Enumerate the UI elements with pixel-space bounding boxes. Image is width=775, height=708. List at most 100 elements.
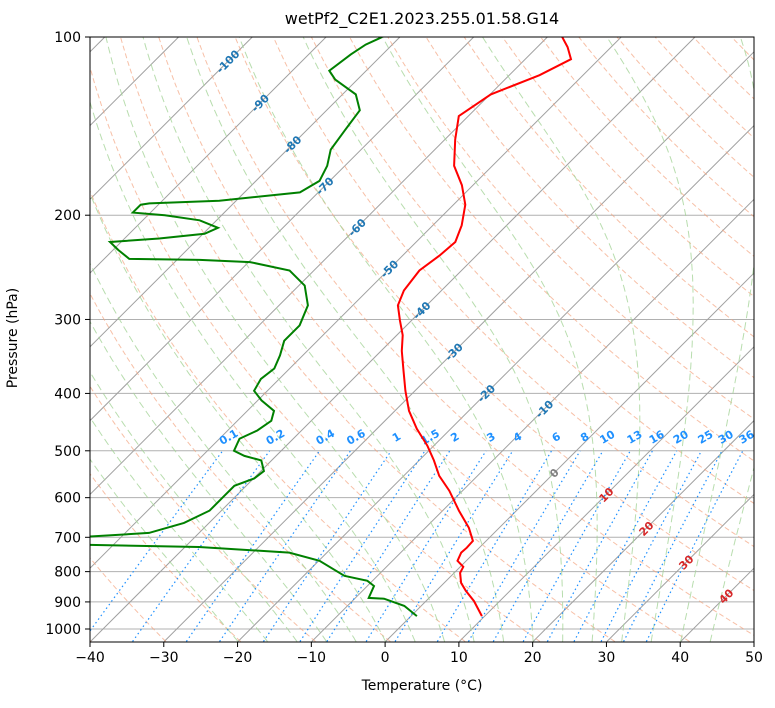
dry-adiabat-line (501, 37, 754, 298)
moist-adiabat-line (90, 262, 357, 642)
dry-adiabat-line (349, 37, 754, 462)
isotherm-line (90, 37, 253, 201)
isotherm-line (311, 198, 754, 642)
dry-adiabat-line (731, 37, 754, 61)
mixing-ratio-label: 20 (671, 428, 691, 447)
isotherm-line (90, 37, 548, 496)
isotherm-line (90, 37, 327, 274)
mixing-ratio-line (394, 450, 514, 642)
isotherm-line (385, 272, 754, 642)
dry-adiabat-line (540, 37, 754, 258)
axes-frame (89, 36, 755, 643)
dry-adiabat-line (616, 37, 754, 178)
dry-adiabat-line (90, 292, 391, 642)
chart-title: wetPf2_C2E1.2023.255.01.58.G14 (284, 9, 560, 28)
mixing-ratio-line (263, 450, 392, 642)
dry-adiabat-line (425, 37, 754, 379)
mixing-ratio-label: 8 (578, 430, 591, 445)
isotherm-label: -20 (475, 382, 498, 405)
x-tick-label: 50 (745, 650, 763, 666)
mixing-ratio-line (573, 450, 678, 642)
moist-adiabat-line (238, 37, 534, 642)
y-tick-label: 100 (54, 30, 81, 46)
mixing-ratio-label: 0.4 (314, 427, 338, 448)
isotherm-label: 0 (547, 466, 562, 481)
dry-adiabat-line (90, 189, 466, 642)
dry-adiabat-line (654, 37, 754, 139)
isotherm-label: -30 (443, 340, 466, 363)
isotherm-line (755, 37, 775, 642)
mixing-ratio-label: 2 (448, 430, 461, 445)
mixing-ratio-label: 30 (716, 428, 736, 447)
moist-adiabat-line (186, 37, 505, 642)
isotherm-label: 40 (716, 586, 736, 606)
mixing-ratio-line (600, 450, 703, 642)
mixing-ratio-line (522, 450, 631, 642)
mixing-ratio-label: 36 (737, 428, 757, 447)
moist-adiabat-line (142, 37, 475, 642)
dry-adiabat-line (90, 472, 242, 642)
isotherm-label: -10 (533, 397, 556, 420)
mixing-ratio-line (185, 450, 321, 642)
plot-layer: 0.1 0.2 0.4 0.6 1 1.5 2 3 4 6 8 10 13 16 20 25 30 36-100-… (90, 37, 775, 642)
mixing-ratio-label: 1 (390, 430, 403, 445)
moist-adiabat-line (606, 37, 694, 642)
moist-adiabat-line (482, 37, 641, 642)
mixing-ratio-label: 16 (647, 428, 667, 447)
isotherm-label: -50 (378, 257, 401, 280)
dry-adiabat-line (158, 37, 690, 642)
y-tick-label: 400 (54, 386, 81, 402)
isotherm-line (680, 567, 754, 642)
mixing-ratio-line (132, 450, 271, 642)
mixing-ratio-label: 13 (625, 428, 645, 447)
mixing-ratio-label: 6 (550, 430, 563, 445)
dry-adiabat-line (196, 37, 754, 636)
x-tick-label: −40 (75, 650, 105, 666)
dry-adiabat-line (272, 37, 754, 548)
y-tick-label: 300 (54, 312, 81, 328)
x-tick-label: 20 (524, 650, 542, 666)
mixing-ratio-label: 0.1 (217, 427, 240, 448)
y-tick-label: 500 (54, 444, 81, 460)
mixing-ratio-line (623, 450, 723, 642)
temperature-profile (396, 37, 573, 617)
dry-adiabat-line (770, 37, 775, 642)
mixing-ratio-line (90, 450, 224, 632)
moist-adiabat-line (709, 465, 754, 642)
isotherm-label: -80 (281, 133, 304, 156)
moist-adiabat-line (105, 37, 446, 642)
mixing-ratio-line (645, 450, 744, 642)
isotherm-line (90, 37, 475, 422)
isotherm-line (532, 419, 754, 642)
dry-adiabat-line (90, 385, 316, 642)
y-axis-label: Pressure (hPa) (5, 287, 21, 389)
moist-adiabat-line (90, 192, 387, 642)
dry-adiabat-line (90, 65, 541, 642)
x-tick-label: 0 (381, 650, 390, 666)
isotherm-line (237, 124, 754, 642)
isotherm-label: -40 (410, 299, 433, 322)
x-tick-label: 10 (450, 650, 468, 666)
x-tick-label: −30 (149, 650, 179, 666)
y-tick-label: 800 (54, 565, 81, 581)
dry-adiabat-line (463, 37, 754, 338)
dry-adiabat-line (234, 37, 754, 592)
mixing-ratio-line (467, 450, 581, 642)
isotherm-label: 30 (676, 552, 696, 572)
moist-adiabat-line (90, 371, 298, 642)
isotherm-line (90, 37, 622, 569)
mixing-ratio-label: 4 (511, 430, 524, 445)
y-tick-label: 600 (54, 491, 81, 507)
dry-adiabat-line (90, 557, 167, 642)
isotherm-line (90, 37, 179, 127)
moist-adiabat-line (90, 100, 416, 642)
isotherm-label: -100 (214, 47, 243, 76)
mixing-ratio-label: 1.5 (419, 427, 442, 448)
dry-adiabat-line (310, 37, 754, 504)
isotherm-label: -90 (249, 91, 272, 114)
mixing-ratio-line (326, 450, 451, 642)
dry-adiabat-line (578, 37, 754, 218)
isotherm-line (458, 346, 754, 642)
isotherm-line (90, 37, 696, 642)
